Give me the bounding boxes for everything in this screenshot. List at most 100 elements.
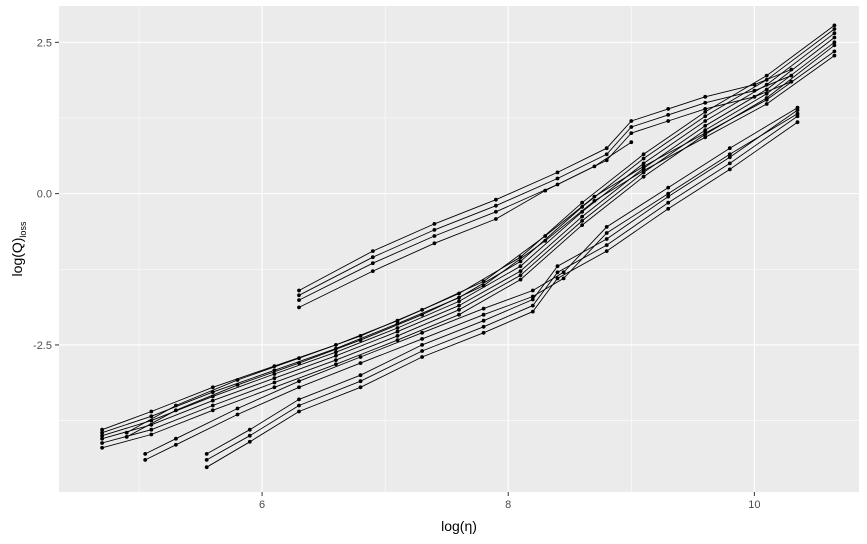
- data-point: [100, 427, 104, 432]
- data-point: [235, 383, 240, 387]
- data-point: [703, 123, 708, 128]
- data-point: [703, 100, 708, 105]
- y-axis-title-main: log(Q): [9, 238, 25, 277]
- data-point: [832, 49, 837, 54]
- data-point: [752, 82, 757, 87]
- data-point: [795, 120, 800, 125]
- data-point: [641, 152, 646, 157]
- data-point: [832, 40, 837, 45]
- data-point: [752, 94, 757, 99]
- data-point: [764, 87, 769, 92]
- data-point: [629, 131, 634, 136]
- data-point: [543, 238, 548, 243]
- data-point: [297, 385, 301, 390]
- grid-minor: [59, 6, 859, 492]
- data-point: [481, 312, 486, 317]
- data-point: [727, 146, 732, 151]
- data-point: [727, 167, 732, 172]
- data-point: [100, 441, 104, 445]
- data-point: [592, 199, 597, 203]
- y-axis-title: log(Q)loss: [9, 221, 28, 276]
- data-point: [832, 35, 837, 40]
- data-point: [561, 270, 566, 275]
- data-point: [530, 294, 535, 299]
- data-point: [210, 385, 215, 390]
- data-point: [604, 243, 609, 248]
- data-point: [518, 264, 523, 269]
- data-point: [297, 298, 301, 302]
- data-point: [494, 209, 498, 214]
- data-point: [629, 125, 634, 129]
- data-point: [530, 288, 535, 293]
- series-14: [297, 67, 794, 293]
- data-point: [494, 197, 498, 202]
- data-point: [395, 338, 400, 342]
- data-point: [764, 73, 769, 78]
- data-point: [334, 350, 338, 355]
- data-point: [297, 403, 301, 408]
- data-point: [604, 146, 609, 151]
- data-point: [174, 403, 178, 408]
- data-point: [832, 53, 837, 58]
- data-point: [530, 303, 535, 308]
- data-point: [543, 188, 548, 193]
- data-point: [457, 299, 461, 304]
- data-point: [247, 439, 252, 444]
- data-point: [420, 312, 424, 317]
- data-point: [297, 361, 301, 365]
- data-point: [789, 67, 794, 72]
- data-point: [370, 249, 375, 254]
- data-point: [358, 334, 363, 338]
- data-point: [666, 113, 671, 117]
- data-point: [100, 445, 104, 450]
- data-point: [358, 361, 363, 365]
- series-line: [206, 109, 798, 455]
- series-line: [206, 121, 798, 468]
- data-point: [358, 338, 363, 342]
- data-point: [100, 436, 104, 441]
- data-point: [358, 355, 363, 359]
- data-point: [420, 307, 424, 312]
- data-point: [789, 79, 794, 84]
- data-point: [580, 200, 584, 205]
- data-point: [174, 436, 178, 441]
- series-line: [206, 115, 798, 461]
- data-point: [629, 119, 634, 123]
- data-point: [149, 414, 154, 419]
- data-point: [334, 353, 338, 358]
- series-17: [297, 140, 634, 310]
- data-point: [210, 408, 215, 413]
- data-point: [530, 297, 535, 302]
- data-point: [481, 283, 486, 288]
- data-point: [555, 170, 560, 175]
- data-point: [395, 329, 400, 334]
- data-point: [494, 217, 498, 221]
- data-point: [752, 88, 757, 93]
- data-point: [395, 334, 400, 338]
- data-point: [174, 408, 178, 413]
- y-axis-title-subscript: loss: [18, 221, 28, 238]
- series-12: [204, 114, 800, 462]
- series-layer: [100, 23, 837, 470]
- data-point: [370, 255, 375, 260]
- data-point: [432, 228, 437, 232]
- data-point: [297, 356, 301, 361]
- data-point: [518, 273, 523, 278]
- y-axis-ticks: 2.5 0.0 -2.5: [33, 37, 59, 352]
- data-point: [555, 276, 560, 281]
- data-point: [210, 398, 215, 403]
- data-point: [543, 234, 548, 238]
- data-point: [143, 452, 148, 456]
- data-point: [604, 249, 609, 254]
- data-point: [358, 379, 363, 384]
- data-point: [100, 430, 104, 435]
- data-point: [555, 264, 560, 269]
- data-point: [703, 128, 708, 133]
- data-point: [666, 206, 671, 211]
- data-point: [204, 458, 209, 462]
- data-point: [334, 362, 338, 367]
- data-point: [481, 279, 486, 284]
- data-point: [641, 174, 646, 179]
- x-axis-title: log(η): [441, 518, 477, 534]
